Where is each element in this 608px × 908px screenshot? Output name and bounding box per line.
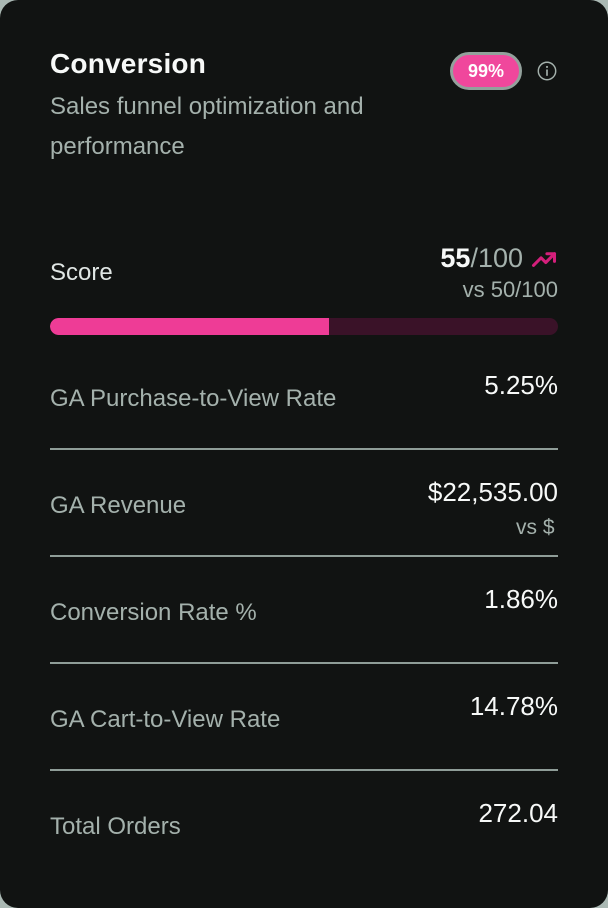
score-values: 55/100 vs 50/100 — [440, 243, 558, 303]
metric-row-total-orders: Total Orders 272.04 — [50, 771, 558, 878]
score-label: Score — [50, 259, 113, 286]
metric-row-revenue: GA Revenue $22,535.00 vs $ — [50, 450, 558, 557]
metric-label: GA Revenue — [50, 492, 187, 519]
metric-secondary-clip: vs $ — [508, 516, 558, 546]
score-line: 55/100 — [440, 243, 558, 274]
score-section: Score 55/100 vs 50/100 — [50, 243, 558, 335]
metric-value: $22,535.00 — [427, 477, 558, 507]
header-actions: 99% — [449, 52, 558, 90]
metrics-list: GA Purchase-to-View Rate 5.25% GA Revenu… — [50, 343, 558, 878]
confidence-badge: 99% — [449, 52, 522, 90]
score-progress-bar — [50, 318, 558, 335]
score-progress-fill — [50, 318, 330, 335]
metric-row-cart-to-view: GA Cart-to-View Rate 14.78% — [50, 664, 558, 771]
score-row: Score 55/100 vs 50/100 — [50, 243, 558, 303]
metric-label: GA Purchase-to-View Rate — [50, 385, 337, 412]
card-subtitle: Sales funnel optimization and performanc… — [50, 93, 364, 160]
trending-up-icon — [531, 251, 557, 267]
score-value: 55 — [440, 243, 471, 273]
metric-label: Conversion Rate % — [50, 599, 257, 626]
metric-label: Total Orders — [50, 813, 181, 840]
score-comparison: vs 50/100 — [462, 277, 558, 302]
header-text: Conversion Sales funnel optimization and… — [50, 48, 430, 167]
card-title: Conversion — [50, 48, 207, 79]
metric-secondary: vs $ — [516, 516, 555, 539]
metric-value-block: $22,535.00 vs $ — [428, 477, 558, 546]
metric-label: GA Cart-to-View Rate — [50, 706, 281, 733]
metric-value: 1.86% — [484, 584, 558, 614]
metric-value: 14.78% — [469, 691, 558, 721]
metric-row-purchase-to-view: GA Purchase-to-View Rate 5.25% — [50, 343, 558, 450]
score-total: /100 — [470, 243, 523, 273]
info-icon[interactable] — [536, 60, 558, 82]
metric-row-conversion-rate: Conversion Rate % 1.86% — [50, 557, 558, 664]
metric-value: 272.04 — [478, 798, 558, 828]
card-header: Conversion Sales funnel optimization and… — [50, 48, 558, 167]
metric-value: 5.25% — [484, 370, 558, 400]
